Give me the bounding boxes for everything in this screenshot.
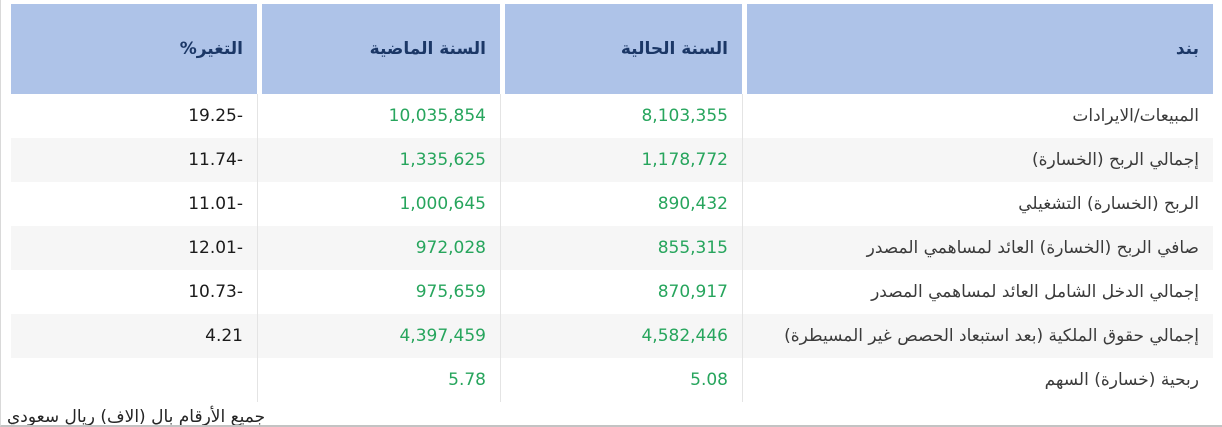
column-header-change-percent: التغير% <box>11 4 257 94</box>
item-label: المبيعات/الايرادات <box>742 94 1213 138</box>
current-year-value: 870,917 <box>500 270 742 314</box>
table-header-row: بند السنة الحالية السنة الماضية التغير% <box>11 4 1213 94</box>
financial-results-table: بند السنة الحالية السنة الماضية التغير% … <box>11 4 1213 402</box>
table-row-operating-profit: الربح (الخسارة) التشغيلي 890,432 1,000,6… <box>11 182 1213 226</box>
change-percent-value: -19.25 <box>188 106 243 126</box>
item-label: إجمالي الدخل الشامل العائد لمساهمي المصد… <box>742 270 1213 314</box>
table-row-net-profit: صافي الربح (الخسارة) العائد لمساهمي المص… <box>11 226 1213 270</box>
table-row-total-equity: إجمالي حقوق الملكية (بعد استبعاد الحصص غ… <box>11 314 1213 358</box>
change-percent-value: -10.73 <box>188 282 243 302</box>
previous-year-value: 10,035,854 <box>257 94 500 138</box>
current-year-value: 890,432 <box>500 182 742 226</box>
column-header-item: بند <box>742 4 1213 94</box>
table-row-sales-revenues: المبيعات/الايرادات 8,103,355 10,035,854 … <box>11 94 1213 138</box>
item-label: ربحية (خسارة) السهم <box>742 358 1213 402</box>
units-footnote: جميع الأرقام بال (الاف) ريال سعودي <box>7 407 266 427</box>
change-percent-value <box>11 358 257 402</box>
item-label: الربح (الخسارة) التشغيلي <box>742 182 1213 226</box>
table-row-earnings-per-share: ربحية (خسارة) السهم 5.08 5.78 <box>11 358 1213 402</box>
current-year-value: 8,103,355 <box>500 94 742 138</box>
previous-year-value: 972,028 <box>257 226 500 270</box>
item-label: إجمالي حقوق الملكية (بعد استبعاد الحصص غ… <box>742 314 1213 358</box>
current-year-value: 1,178,772 <box>500 138 742 182</box>
item-label: صافي الربح (الخسارة) العائد لمساهمي المص… <box>742 226 1213 270</box>
previous-year-value: 4,397,459 <box>257 314 500 358</box>
table-row-comprehensive-income: إجمالي الدخل الشامل العائد لمساهمي المصد… <box>11 270 1213 314</box>
change-percent-value: 4.21 <box>205 326 243 346</box>
item-label: إجمالي الربح (الخسارة) <box>742 138 1213 182</box>
previous-year-value: 975,659 <box>257 270 500 314</box>
change-percent-value: -11.01 <box>188 194 243 214</box>
previous-year-value: 1,335,625 <box>257 138 500 182</box>
previous-year-value: 5.78 <box>257 358 500 402</box>
change-percent-value: -12.01 <box>188 238 243 258</box>
previous-year-value: 1,000,645 <box>257 182 500 226</box>
table-row-gross-profit: إجمالي الربح (الخسارة) 1,178,772 1,335,6… <box>11 138 1213 182</box>
current-year-value: 4,582,446 <box>500 314 742 358</box>
column-header-current-year: السنة الحالية <box>500 4 742 94</box>
change-percent-value: -11.74 <box>188 150 243 170</box>
current-year-value: 855,315 <box>500 226 742 270</box>
column-header-previous-year: السنة الماضية <box>257 4 500 94</box>
current-year-value: 5.08 <box>500 358 742 402</box>
